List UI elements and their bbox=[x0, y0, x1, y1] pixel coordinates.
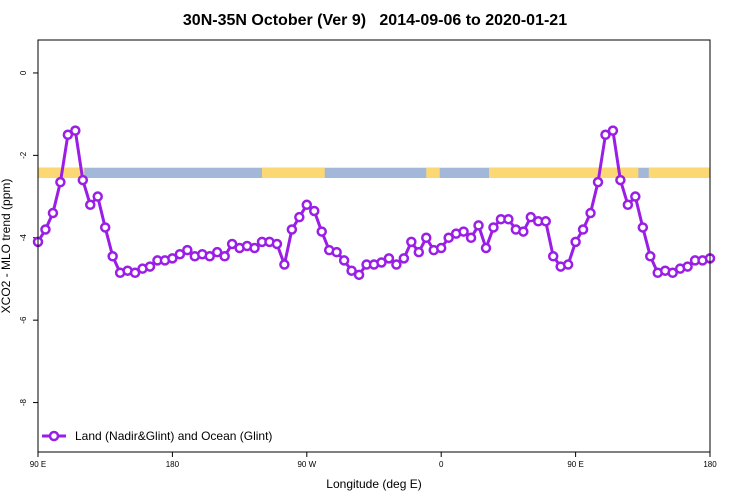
x-tick-label: 0 bbox=[439, 460, 444, 469]
data-point bbox=[435, 242, 447, 254]
series-line bbox=[36, 129, 711, 277]
data-point bbox=[92, 191, 103, 202]
data-point bbox=[547, 251, 559, 262]
land-band-segment bbox=[648, 167, 710, 179]
data-point bbox=[376, 257, 387, 268]
data-point bbox=[294, 211, 305, 223]
data-point bbox=[353, 269, 365, 281]
data-point bbox=[55, 176, 66, 188]
data-point bbox=[316, 226, 327, 237]
data-point bbox=[77, 174, 89, 186]
data-point bbox=[592, 176, 604, 188]
data-point bbox=[226, 238, 238, 250]
land-band-segment bbox=[488, 167, 639, 179]
ocean-band bbox=[38, 167, 710, 179]
data-point bbox=[70, 125, 81, 136]
data-point bbox=[40, 224, 51, 235]
x-tick-label: 180 bbox=[703, 460, 717, 469]
data-point bbox=[398, 253, 410, 264]
x-tick-label: 90 E bbox=[30, 460, 46, 469]
series-layer bbox=[32, 125, 716, 281]
data-point bbox=[600, 129, 611, 141]
data-point bbox=[480, 242, 492, 254]
land-band-segment bbox=[262, 167, 325, 179]
legend-label: Land (Nadir&Glint) and Ocean (Glint) bbox=[75, 429, 272, 443]
y-tick-label: -6 bbox=[19, 316, 28, 324]
x-axis-label: Longitude (deg E) bbox=[326, 477, 421, 491]
plot-frame bbox=[37, 39, 711, 453]
data-point bbox=[174, 248, 186, 260]
x-tick-label: 90 E bbox=[567, 460, 583, 469]
data-point bbox=[62, 129, 74, 141]
legend-marker bbox=[48, 430, 60, 442]
data-point bbox=[107, 251, 118, 262]
data-point bbox=[129, 267, 141, 279]
y-tick-label: -2 bbox=[19, 151, 28, 159]
legend: Land (Nadir&Glint) and Ocean (Glint) bbox=[42, 429, 272, 443]
data-point bbox=[85, 199, 96, 211]
data-point bbox=[577, 224, 589, 235]
data-point bbox=[219, 251, 230, 262]
data-point bbox=[406, 236, 417, 248]
y-axis-label: XCO2 - MLO trend (ppm) bbox=[0, 179, 13, 314]
data-point bbox=[615, 174, 626, 186]
data-point bbox=[458, 226, 469, 237]
data-point bbox=[204, 251, 215, 262]
data-point bbox=[391, 259, 402, 270]
y-tick-label: 0 bbox=[19, 70, 28, 75]
data-point bbox=[518, 226, 529, 237]
data-point bbox=[279, 259, 290, 270]
data-point bbox=[585, 207, 596, 219]
data-point bbox=[630, 191, 641, 202]
data-point bbox=[286, 224, 298, 235]
land-ocean-band bbox=[38, 167, 710, 179]
data-point bbox=[346, 265, 357, 276]
data-point bbox=[525, 211, 537, 223]
data-point bbox=[383, 253, 395, 264]
data-point bbox=[182, 244, 193, 256]
land-band-segment bbox=[426, 167, 440, 179]
data-point bbox=[637, 222, 649, 233]
data-point bbox=[503, 213, 514, 225]
data-point bbox=[99, 222, 111, 233]
y-tick-label: -8 bbox=[19, 398, 28, 406]
data-point bbox=[540, 216, 551, 227]
data-point bbox=[413, 246, 425, 258]
data-point bbox=[338, 255, 350, 266]
data-point bbox=[570, 236, 581, 248]
data-point bbox=[271, 238, 283, 250]
data-point bbox=[488, 222, 499, 233]
data-point bbox=[421, 232, 432, 244]
data-point bbox=[331, 246, 342, 258]
data-point bbox=[682, 261, 693, 272]
chart-title: 30N-35N October (Ver 9) 2014-09-06 to 20… bbox=[183, 12, 567, 29]
data-point bbox=[645, 251, 656, 262]
data-point bbox=[211, 246, 223, 258]
data-point bbox=[473, 220, 484, 231]
data-point bbox=[622, 199, 634, 211]
data-point bbox=[167, 253, 178, 264]
y-tick-label: -4 bbox=[19, 234, 28, 242]
data-point bbox=[607, 125, 619, 136]
x-tick-label: 90 W bbox=[297, 460, 316, 469]
data-point bbox=[309, 205, 320, 217]
data-point bbox=[47, 207, 59, 219]
axes: 90 E 180 90 W 0 90 E 180 0 -2 -4 -6 -8 bbox=[19, 70, 717, 469]
data-point bbox=[301, 199, 313, 211]
data-point bbox=[249, 242, 260, 254]
data-point bbox=[667, 267, 678, 279]
data-point bbox=[562, 259, 574, 270]
data-point bbox=[465, 232, 477, 244]
x-tick-label: 180 bbox=[166, 460, 180, 469]
data-point bbox=[443, 232, 454, 244]
data-point bbox=[144, 261, 156, 272]
